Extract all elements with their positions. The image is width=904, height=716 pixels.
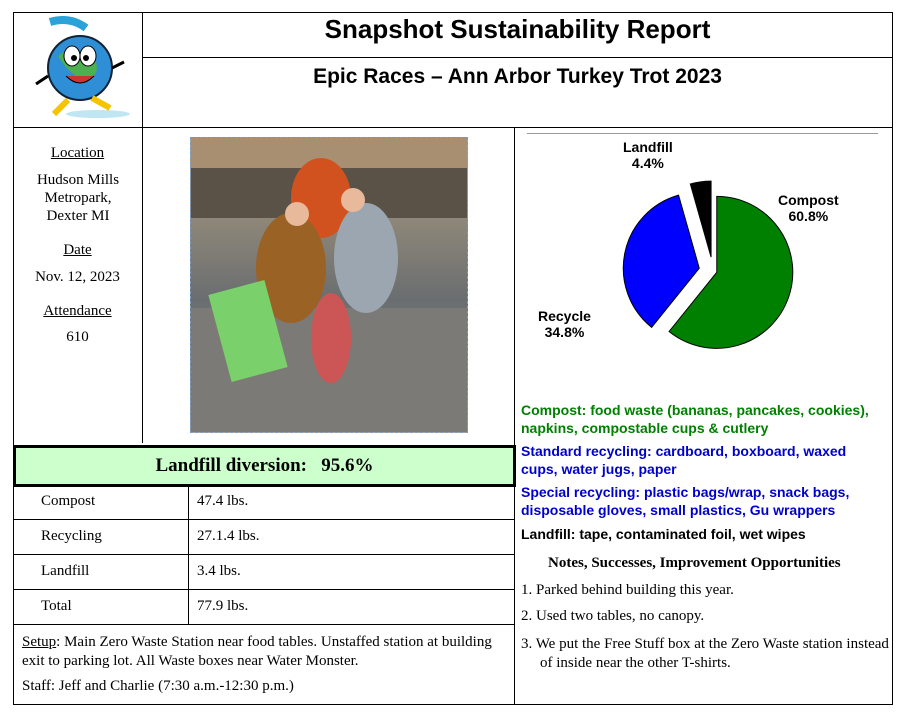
special-recycling-description: Special recycling: plastic bags/wrap, sn… [521,484,850,518]
divider [142,57,893,58]
divider [13,624,514,625]
row-label: Total [41,598,72,614]
landfill-description: Landfill: tape, contaminated foil, wet w… [521,526,806,542]
notes-heading: Notes, Successes, Improvement Opportunit… [548,555,841,571]
pie-slice-recycle [622,194,700,329]
location-label: Location [50,145,105,161]
landfill-diversion-banner: Landfill diversion: 95.6% [13,445,516,487]
note-item: 3. We put the Free Stuff box at the Zero… [521,636,889,671]
divider [13,519,514,520]
row-value: 77.9 lbs. [197,598,249,614]
pie-label-landfill: Landfill 4.4% [623,139,673,171]
divider [514,127,515,705]
row-value: 3.4 lbs. [197,563,241,579]
attendance-label: Attendance [43,303,112,319]
row-value: 47.4 lbs. [197,493,249,509]
divider [527,133,878,134]
note-item: 2. Used two tables, no canopy. [521,608,705,624]
border [892,12,893,705]
border [13,12,14,705]
setup-label: Setup [22,634,57,650]
row-label: Compost [41,493,96,509]
staff-text: Staff: Jeff and Charlie (7:30 a.m.-12:30… [22,678,294,694]
pie-label-compost: Compost 60.8% [778,192,839,224]
attendance-value: 610 [66,329,89,345]
border [13,12,893,13]
row-label: Landfill [41,563,90,579]
divider [13,554,514,555]
event-photo [190,137,468,433]
divider [13,127,893,128]
event-subtitle: Epic Races – Ann Arbor Turkey Trot 2023 [313,65,722,88]
setup-body: : Main Zero Waste Station near food tabl… [22,634,492,669]
date-value: Nov. 12, 2023 [35,269,120,285]
waste-pie-chart [622,180,794,349]
diversion-label: Landfill diversion: [155,455,308,476]
compost-description: Compost: food waste (bananas, pancakes, … [521,402,869,436]
pie-slice-compost [668,195,794,349]
row-value: 27.1.4 lbs. [197,528,260,544]
divider [13,589,514,590]
divider [142,12,143,443]
pie-label-recycle: Recycle 34.8% [538,308,591,340]
border [13,704,893,705]
note-item: 1. Parked behind building this year. [521,582,734,598]
date-label: Date [63,242,92,258]
location-value: Hudson Mills Metropark, Dexter MI [36,172,120,224]
report-title: Snapshot Sustainability Report [324,14,711,44]
pie-slice-landfill [689,180,712,258]
standard-recycling-description: Standard recycling: cardboard, boxboard,… [521,443,847,477]
diversion-value: 95.6% [321,455,374,476]
row-label: Recycling [41,528,102,544]
earth-mascot-logo [35,16,130,118]
setup-text: Setup: Main Zero Waste Station near food… [22,633,502,671]
